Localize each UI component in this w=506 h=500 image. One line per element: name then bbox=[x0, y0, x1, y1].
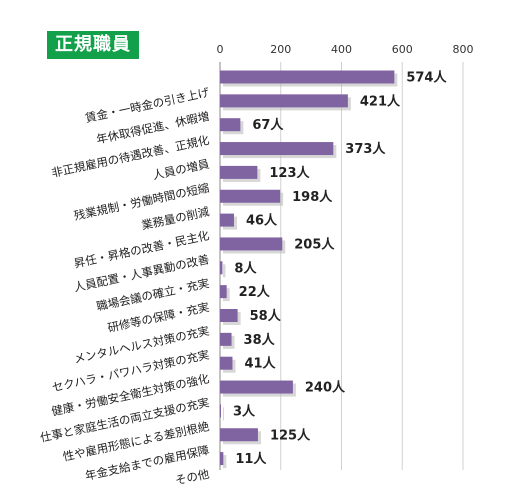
bar bbox=[220, 118, 241, 132]
x-tick-label: 800 bbox=[453, 43, 474, 56]
data-label: 8人 bbox=[234, 260, 257, 276]
bar bbox=[220, 165, 258, 179]
data-label: 67人 bbox=[252, 117, 284, 133]
bar-shadow bbox=[223, 407, 224, 421]
data-label: 58人 bbox=[250, 308, 282, 324]
bar bbox=[220, 309, 238, 322]
x-tick-label: 400 bbox=[331, 43, 352, 56]
data-label: 373人 bbox=[345, 141, 386, 157]
data-label: 421人 bbox=[360, 93, 401, 109]
bar bbox=[220, 213, 234, 227]
data-label: 574人 bbox=[406, 70, 447, 86]
bar-shadow bbox=[223, 264, 226, 278]
bar bbox=[220, 285, 227, 299]
x-tick-label: 600 bbox=[392, 43, 413, 56]
bar bbox=[220, 404, 221, 418]
bar bbox=[220, 261, 223, 275]
data-label: 46人 bbox=[246, 213, 278, 229]
data-label: 125人 bbox=[270, 427, 311, 443]
bar-shadow bbox=[223, 455, 227, 469]
bar bbox=[220, 70, 395, 84]
x-tick-label: 200 bbox=[270, 43, 291, 56]
bar bbox=[220, 452, 224, 466]
data-label: 11人 bbox=[235, 451, 267, 467]
bar bbox=[220, 94, 348, 108]
data-label: 205人 bbox=[294, 236, 335, 252]
data-label: 41人 bbox=[244, 356, 276, 372]
category-label: 業務量の削減 bbox=[140, 204, 211, 232]
data-label: 3人 bbox=[233, 403, 256, 419]
data-label: 240人 bbox=[305, 380, 346, 396]
bar bbox=[220, 237, 283, 251]
category-label: 人員の増員 bbox=[151, 157, 211, 183]
bar bbox=[220, 356, 233, 370]
data-label: 22人 bbox=[239, 284, 271, 300]
bar bbox=[220, 332, 232, 346]
chart-badge: 正規職員 bbox=[47, 31, 139, 59]
data-label: 123人 bbox=[269, 165, 310, 181]
bar bbox=[220, 189, 281, 203]
x-tick-label: 0 bbox=[217, 43, 224, 56]
bar bbox=[220, 142, 334, 156]
data-label: 38人 bbox=[244, 332, 276, 348]
data-label: 198人 bbox=[292, 189, 333, 205]
category-label: その他 bbox=[174, 467, 211, 488]
bar bbox=[220, 380, 293, 394]
bar bbox=[220, 428, 258, 442]
